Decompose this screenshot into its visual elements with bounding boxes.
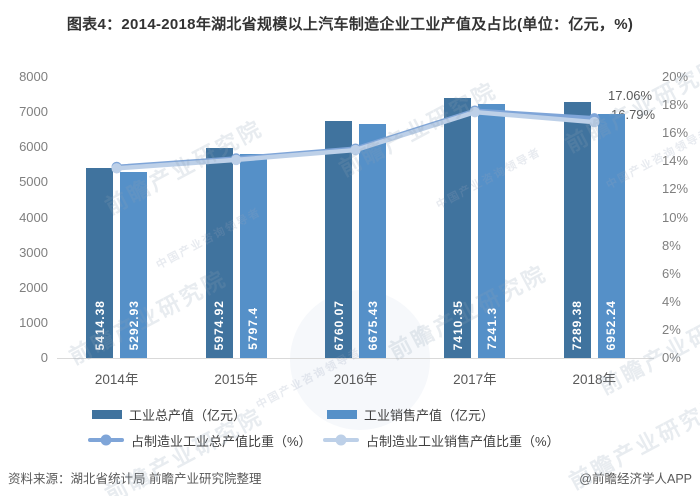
plot-area: 17.06% 16.79% 0 1000 2000 3000 4000 5000 6000 7… (0, 40, 700, 400)
legend-label-sales-share: 占制造业工业销售产值比重（%） (366, 433, 560, 449)
secondary-y-axis-tick-label: 8% (662, 237, 681, 253)
bar-value-label: 7289.38 (570, 299, 585, 350)
bar-value-label: 5292.93 (126, 299, 141, 350)
y-axis-tick-label: 4000 (19, 209, 48, 225)
legend-line-sales-share (323, 434, 359, 446)
bar-value-label: 5797.4 (246, 307, 261, 350)
bar-total-2017: 7410.35 (444, 97, 472, 358)
x-axis-category-label: 2016年 (333, 372, 378, 387)
bar-sales-2014: 5292.93 (120, 172, 148, 358)
legend-marker-total-share (100, 434, 112, 446)
legend-label-total-share: 占制造业工业总产值比重（%） (131, 433, 312, 449)
y-axis-tick-label: 8000 (19, 69, 48, 84)
data-label-2018-total-share: 17.06% (608, 88, 653, 103)
legend-item-sales-share: 占制造业工业销售产值比重（%） (323, 431, 560, 449)
chart-title: 图表4：2014-2018年湖北省规模以上汽车制造企业工业产值及占比(单位：亿元… (66, 16, 634, 33)
bar-value-label: 6675.43 (365, 299, 380, 350)
bar-value-label: 7241.3 (484, 307, 499, 350)
secondary-y-axis-tick-label: 4% (662, 293, 681, 309)
y-axis-tick-label: 7000 (19, 104, 48, 120)
bar-total-2014: 5414.38 (86, 167, 114, 358)
legend-marker-sales-share (335, 434, 347, 446)
footer: 资料来源：湖北省统计局 前瞻产业研究院整理 @前瞻经济学人APP (8, 468, 692, 487)
y-axis-tick-label: 5000 (19, 174, 48, 190)
secondary-y-axis-tick-label: 20% (662, 69, 689, 84)
credit: @前瞻经济学人APP (579, 472, 692, 486)
line-sales-share (114, 109, 597, 171)
y-axis-tick-label: 6000 (19, 139, 48, 155)
y-axis-tick-label: 1000 (19, 314, 48, 330)
legend-item-total-output: 工业总产值（亿元） (92, 405, 246, 423)
x-axis-category-label: 2017年 (453, 372, 497, 387)
legend-line-total-share (88, 434, 124, 446)
bar-total-2016: 6760.07 (325, 120, 352, 358)
legend-item-total-share: 占制造业工业总产值比重（%） (88, 431, 312, 449)
secondary-y-axis-tick-label: 16% (662, 125, 689, 141)
bar-value-label: 6952.24 (604, 299, 619, 350)
bar-total-2018: 7289.38 (563, 101, 591, 358)
secondary-y-axis-tick-label: 6% (662, 265, 681, 281)
line-total-share (114, 108, 597, 170)
bar-value-label: 5974.92 (212, 299, 227, 350)
bar-value-label: 6760.07 (331, 299, 346, 350)
legend-label-total-output: 工业总产值（亿元） (129, 407, 247, 423)
bar-sales-2017: 7241.3 (478, 103, 506, 358)
legend: 工业总产值（亿元） 工业销售产值（亿元） 占制造业工业总产值比重（%） 占制造业… (0, 402, 700, 454)
secondary-y-axis-tick-label: 10% (662, 209, 689, 225)
secondary-y-axis-tick-label: 0% (662, 350, 681, 365)
x-axis-category-label: 2015年 (214, 372, 258, 387)
bar-sales-2018: 6952.24 (597, 113, 625, 358)
bar-sales-2015: 5797.4 (239, 154, 267, 358)
x-axis-category-label: 2014年 (94, 372, 139, 387)
secondary-y-axis-tick-label: 18% (662, 97, 689, 113)
bar-value-label: 5414.38 (92, 299, 107, 350)
bar-value-label: 7410.35 (450, 299, 465, 350)
legend-swatch-sales-output (327, 409, 357, 419)
legend-item-sales-output: 工业销售产值（亿元） (327, 405, 494, 423)
bar-sales-2016: 6675.43 (359, 123, 386, 358)
y-axis-tick-label: 0 (40, 350, 48, 365)
legend-swatch-total-output (92, 409, 122, 419)
x-axis-category-label: 2018年 (572, 372, 617, 387)
source-note: 资料来源：湖北省统计局 前瞻产业研究院整理 (8, 472, 262, 486)
secondary-y-axis-tick-label: 12% (662, 181, 689, 197)
bar-total-2015: 5974.92 (205, 148, 233, 358)
secondary-y-axis-tick-label: 14% (662, 153, 689, 169)
y-axis-tick-label: 3000 (19, 244, 48, 260)
legend-label-sales-output: 工业销售产值（亿元） (364, 407, 495, 423)
secondary-y-axis-tick-label: 2% (662, 321, 681, 337)
y-axis-tick-label: 2000 (19, 279, 48, 295)
x-axis-line (57, 358, 654, 359)
